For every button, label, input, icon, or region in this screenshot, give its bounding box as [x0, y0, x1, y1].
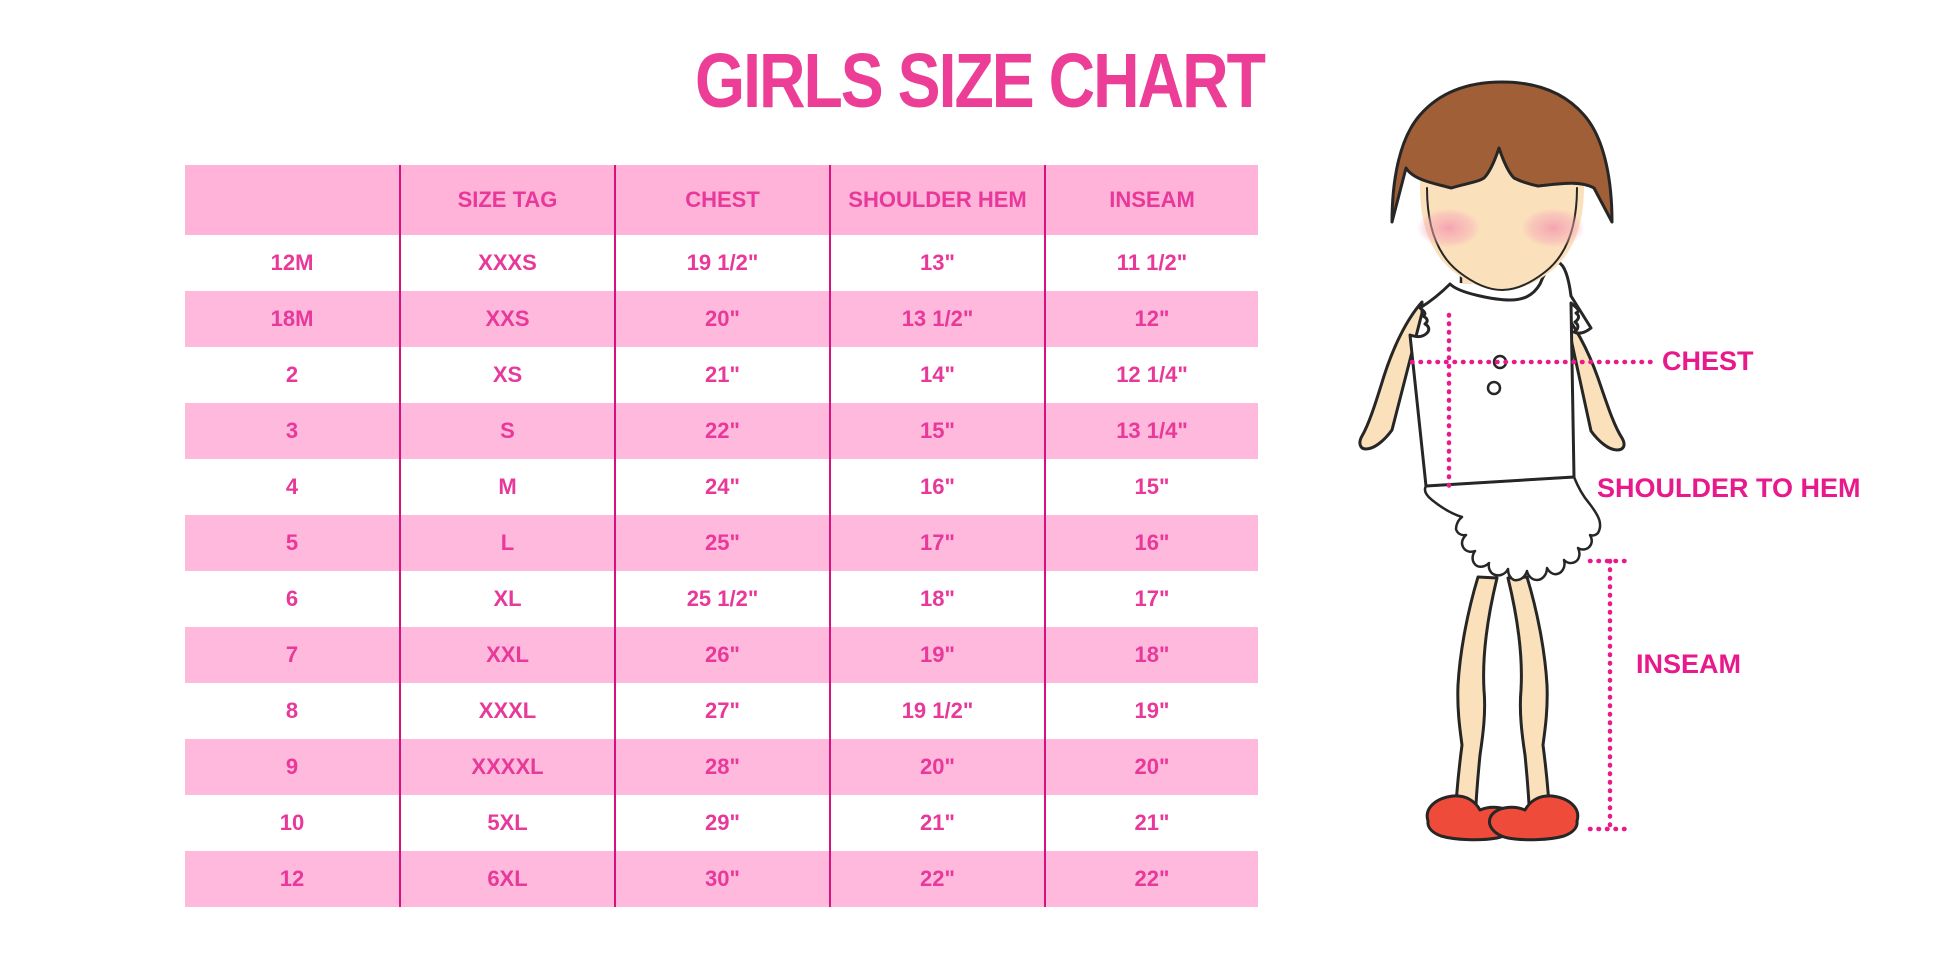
svg-text:SHOULDER TO HEM: SHOULDER TO HEM	[1597, 473, 1861, 503]
svg-text:CHEST: CHEST	[1662, 346, 1754, 376]
svg-text:INSEAM: INSEAM	[1636, 649, 1741, 679]
